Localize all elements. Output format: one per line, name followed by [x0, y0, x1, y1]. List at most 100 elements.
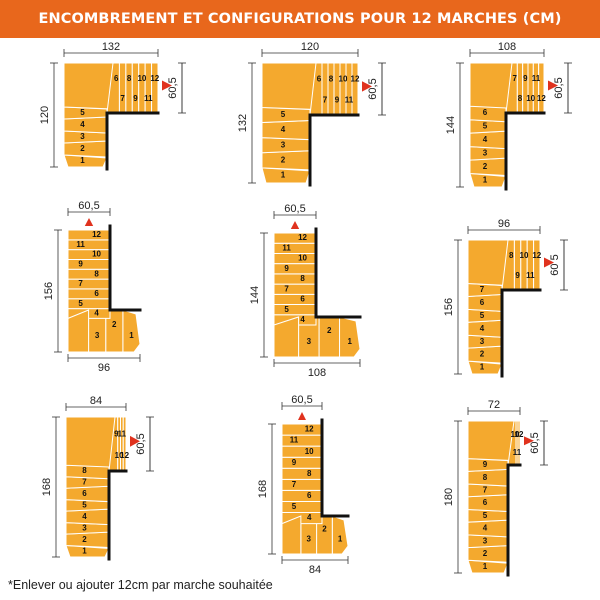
step-number-8: 8 — [94, 269, 99, 278]
step-10 — [273, 252, 317, 265]
page-title: ENCOMBREMENT ET CONFIGURATIONS POUR 12 M… — [38, 11, 562, 27]
step-number-3: 3 — [306, 535, 311, 544]
step-number-3: 3 — [95, 331, 100, 340]
wall-line — [314, 227, 362, 319]
step-7 — [281, 478, 323, 491]
step-6 — [467, 293, 503, 312]
step-number-6: 6 — [483, 498, 488, 507]
step-number-8: 8 — [307, 469, 312, 478]
top-dimension-label: 108 — [498, 41, 516, 53]
step-number-4: 4 — [480, 324, 485, 333]
step-5 — [67, 298, 111, 310]
step-number-9: 9 — [335, 96, 340, 105]
step-number-10: 10 — [305, 447, 314, 456]
step-number-12: 12 — [305, 425, 314, 434]
step-number-7: 7 — [483, 486, 488, 495]
step-number-9: 9 — [133, 94, 138, 103]
landing-dimension-label: 60,5 — [167, 77, 179, 98]
step-number-1: 1 — [281, 171, 286, 180]
landing-arrow — [524, 436, 534, 446]
landing-arrow — [362, 81, 372, 92]
step-number-10: 10 — [92, 250, 101, 259]
step-4 — [467, 519, 509, 538]
wall-line — [320, 418, 350, 518]
bottom-dimension-label: 96 — [98, 362, 110, 374]
step-2 — [318, 316, 341, 358]
step-number-11: 11 — [532, 74, 541, 83]
step-number-9: 9 — [114, 429, 119, 438]
landing-arrow — [548, 80, 558, 91]
step-number-12: 12 — [120, 451, 129, 460]
side-dimension-label: 144 — [445, 116, 457, 134]
step-9 — [333, 62, 341, 116]
step-2 — [467, 345, 503, 364]
step-number-1: 1 — [80, 156, 85, 165]
step-10 — [67, 249, 111, 260]
step-number-6: 6 — [307, 491, 312, 500]
step-number-4: 4 — [483, 524, 488, 533]
landing-arrow — [84, 218, 94, 226]
landing-dimension-label: 60 5 — [549, 254, 561, 275]
landing-arrow — [130, 435, 140, 447]
step-number-10: 10 — [526, 94, 535, 103]
step-number-6: 6 — [483, 108, 488, 117]
step-number-1: 1 — [338, 535, 343, 544]
step-12 — [517, 420, 521, 466]
step-number-7: 7 — [480, 285, 485, 294]
step-number-1: 1 — [483, 562, 488, 571]
step-number-7: 7 — [284, 284, 289, 293]
step-number-5: 5 — [80, 108, 85, 117]
step-number-1: 1 — [82, 546, 87, 555]
step-4 — [467, 319, 503, 338]
landing-dimension-label: 60,5 — [135, 433, 147, 454]
side-dimension-label: 120 — [39, 106, 51, 124]
wall-line — [504, 111, 546, 191]
step-corner — [65, 416, 116, 468]
step-number-3: 3 — [82, 523, 87, 532]
step-number-2: 2 — [483, 162, 488, 171]
step-9 — [67, 258, 111, 270]
landing-dimension-label: 60,5 — [367, 78, 379, 99]
step-11 — [281, 434, 323, 447]
step-number-5: 5 — [480, 311, 485, 320]
step-number-8: 8 — [509, 251, 514, 260]
step-number-1: 1 — [483, 175, 488, 184]
step-12 — [273, 232, 317, 244]
step-10 — [281, 445, 323, 458]
wall-line — [107, 469, 128, 561]
step-number-9: 9 — [523, 74, 528, 83]
step-number-4: 4 — [307, 513, 312, 522]
step-number-5: 5 — [78, 299, 83, 308]
step-1 — [261, 167, 311, 184]
step-number-12: 12 — [515, 430, 524, 439]
step-2 — [63, 140, 108, 158]
step-8 — [67, 268, 111, 280]
step-12 — [351, 62, 359, 116]
step-6 — [65, 485, 110, 503]
step-number-5: 5 — [281, 110, 286, 119]
side-dimension-label: 156 — [443, 298, 455, 316]
step-5 — [261, 106, 311, 124]
step-number-2: 2 — [327, 326, 332, 335]
step-11 — [67, 239, 111, 251]
step-10 — [520, 239, 528, 291]
step-number-6: 6 — [300, 295, 305, 304]
side-dimension-label: 180 — [443, 488, 455, 506]
step-7 — [321, 62, 329, 116]
landing-dimension-label: 60,5 — [291, 394, 312, 406]
step-6 — [273, 293, 317, 306]
step-7 — [273, 283, 317, 295]
title-banner: ENCOMBREMENT ET CONFIGURATIONS POUR 12 M… — [0, 0, 600, 38]
step-number-3: 3 — [307, 337, 312, 346]
step-1 — [65, 544, 110, 558]
step-9 — [281, 456, 323, 469]
step-number-5: 5 — [483, 511, 488, 520]
step-number-6: 6 — [114, 74, 119, 83]
step-number-11: 11 — [345, 96, 354, 105]
side-dimension-label: 168 — [41, 478, 53, 496]
step-number-8: 8 — [300, 274, 305, 283]
step-number-2: 2 — [480, 350, 485, 359]
step-2 — [261, 150, 311, 171]
